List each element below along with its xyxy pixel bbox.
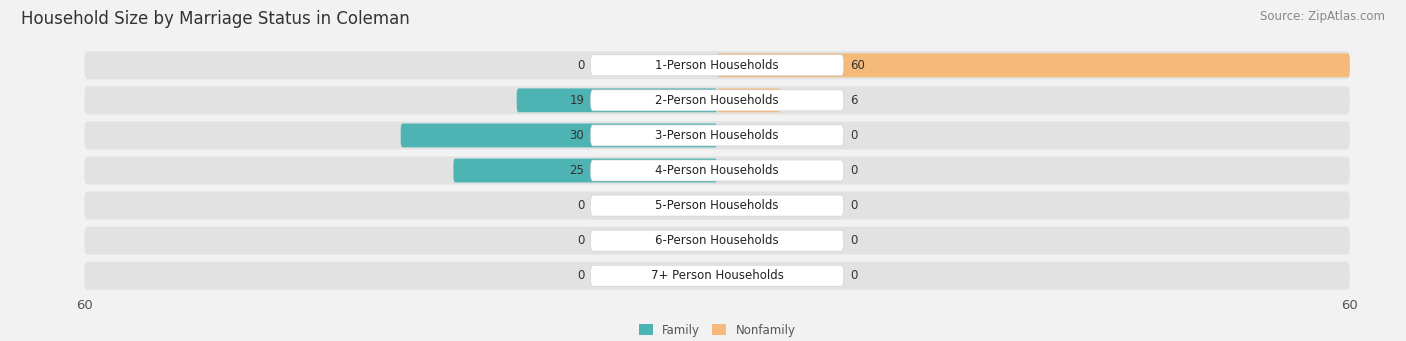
FancyBboxPatch shape [84,86,1350,114]
FancyBboxPatch shape [84,262,1350,290]
Text: 0: 0 [576,199,585,212]
FancyBboxPatch shape [591,125,844,146]
Text: 4-Person Households: 4-Person Households [655,164,779,177]
FancyBboxPatch shape [591,230,844,251]
Text: 2-Person Households: 2-Person Households [655,94,779,107]
Text: 0: 0 [849,164,858,177]
Text: 3-Person Households: 3-Person Households [655,129,779,142]
Text: 25: 25 [569,164,585,177]
Text: 0: 0 [576,269,585,282]
FancyBboxPatch shape [591,160,844,181]
Legend: Family, Nonfamily: Family, Nonfamily [634,319,800,341]
FancyBboxPatch shape [84,121,1350,149]
FancyBboxPatch shape [591,90,844,111]
Text: 6: 6 [849,94,858,107]
FancyBboxPatch shape [454,159,717,182]
FancyBboxPatch shape [84,192,1350,220]
FancyBboxPatch shape [84,227,1350,255]
FancyBboxPatch shape [591,55,844,76]
FancyBboxPatch shape [401,123,717,147]
Text: 1-Person Households: 1-Person Households [655,59,779,72]
Text: Source: ZipAtlas.com: Source: ZipAtlas.com [1260,10,1385,23]
Text: 60: 60 [849,59,865,72]
Text: 30: 30 [569,129,585,142]
FancyBboxPatch shape [591,195,844,216]
FancyBboxPatch shape [84,51,1350,79]
FancyBboxPatch shape [84,157,1350,184]
Text: 5-Person Households: 5-Person Households [655,199,779,212]
Text: 19: 19 [569,94,585,107]
Text: 6-Person Households: 6-Person Households [655,234,779,247]
FancyBboxPatch shape [717,88,780,112]
Text: 0: 0 [849,234,858,247]
Text: 0: 0 [849,129,858,142]
Text: 0: 0 [576,234,585,247]
Text: 0: 0 [849,199,858,212]
Text: Household Size by Marriage Status in Coleman: Household Size by Marriage Status in Col… [21,10,409,28]
FancyBboxPatch shape [717,53,1350,77]
Text: 0: 0 [576,59,585,72]
FancyBboxPatch shape [517,88,717,112]
Text: 7+ Person Households: 7+ Person Households [651,269,783,282]
Text: 0: 0 [849,269,858,282]
FancyBboxPatch shape [591,265,844,286]
